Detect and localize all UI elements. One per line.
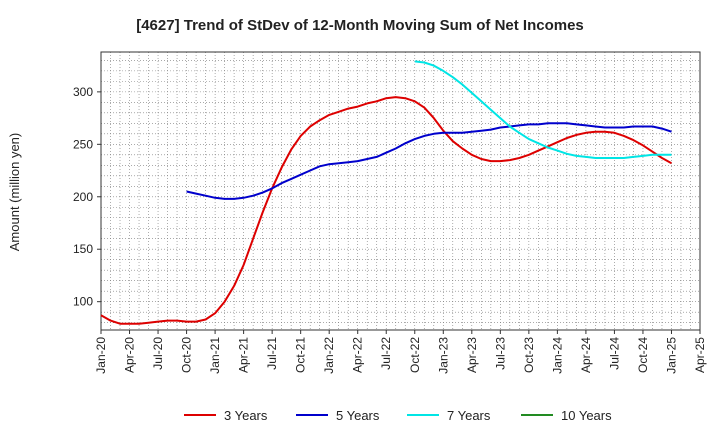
legend: 3 Years 5 Years 7 Years 10 Years xyxy=(184,408,612,423)
y-tick-label: 250 xyxy=(73,137,93,151)
x-tick-label: Oct-24 xyxy=(636,337,650,373)
chart-title: [4627] Trend of StDev of 12-Month Moving… xyxy=(136,17,584,34)
x-tick-label: Jan-24 xyxy=(550,337,564,374)
x-tick-label: Jan-22 xyxy=(322,337,336,374)
y-tick-label: 200 xyxy=(73,190,93,204)
x-tick-label: Apr-21 xyxy=(237,337,251,373)
x-tick-label: Jul-23 xyxy=(493,337,507,370)
x-tick-label: Oct-20 xyxy=(180,337,194,373)
x-tick-label: Jul-22 xyxy=(379,337,393,370)
x-tick-label: Oct-23 xyxy=(522,337,536,373)
axes: 100 150 200 250 300 Jan-20 Apr-20 Jul-20 Oct-20 J… xyxy=(73,51,707,374)
x-tick-label: Oct-21 xyxy=(294,337,308,373)
plot-border xyxy=(100,51,701,331)
x-tick-label: Jul-24 xyxy=(607,337,621,370)
series-lines xyxy=(100,60,672,325)
legend-label-7-years: 7 Years xyxy=(447,408,491,423)
y-tick-label: 150 xyxy=(73,242,93,256)
x-tick-label: Jan-20 xyxy=(94,337,108,374)
x-tick-label: Apr-20 xyxy=(123,337,137,373)
series-line-7-years xyxy=(414,60,672,159)
x-tick-label: Apr-23 xyxy=(465,337,479,373)
legend-label-5-years: 5 Years xyxy=(336,408,380,423)
legend-label-10-years: 10 Years xyxy=(561,408,612,423)
y-axis-label: Amount (million yen) xyxy=(7,133,22,252)
x-tick-label: Jan-25 xyxy=(664,337,678,374)
legend-label-3-years: 3 Years xyxy=(224,408,268,423)
y-tick-label: 300 xyxy=(73,85,93,99)
x-tick-label: Oct-22 xyxy=(408,337,422,373)
series-line-5-years xyxy=(186,122,672,200)
x-tick-label: Apr-25 xyxy=(693,337,707,373)
y-tick-label: 100 xyxy=(73,295,93,309)
x-tick-label: Apr-24 xyxy=(579,337,593,373)
x-tick-label: Apr-22 xyxy=(351,337,365,373)
x-tick-label: Jan-21 xyxy=(208,337,222,374)
grid-lines xyxy=(100,52,701,330)
x-tick-label: Jul-21 xyxy=(265,337,279,370)
x-tick-label: Jan-23 xyxy=(436,337,450,374)
series-line-3-years xyxy=(100,96,672,325)
x-tick-label: Jul-20 xyxy=(151,337,165,370)
